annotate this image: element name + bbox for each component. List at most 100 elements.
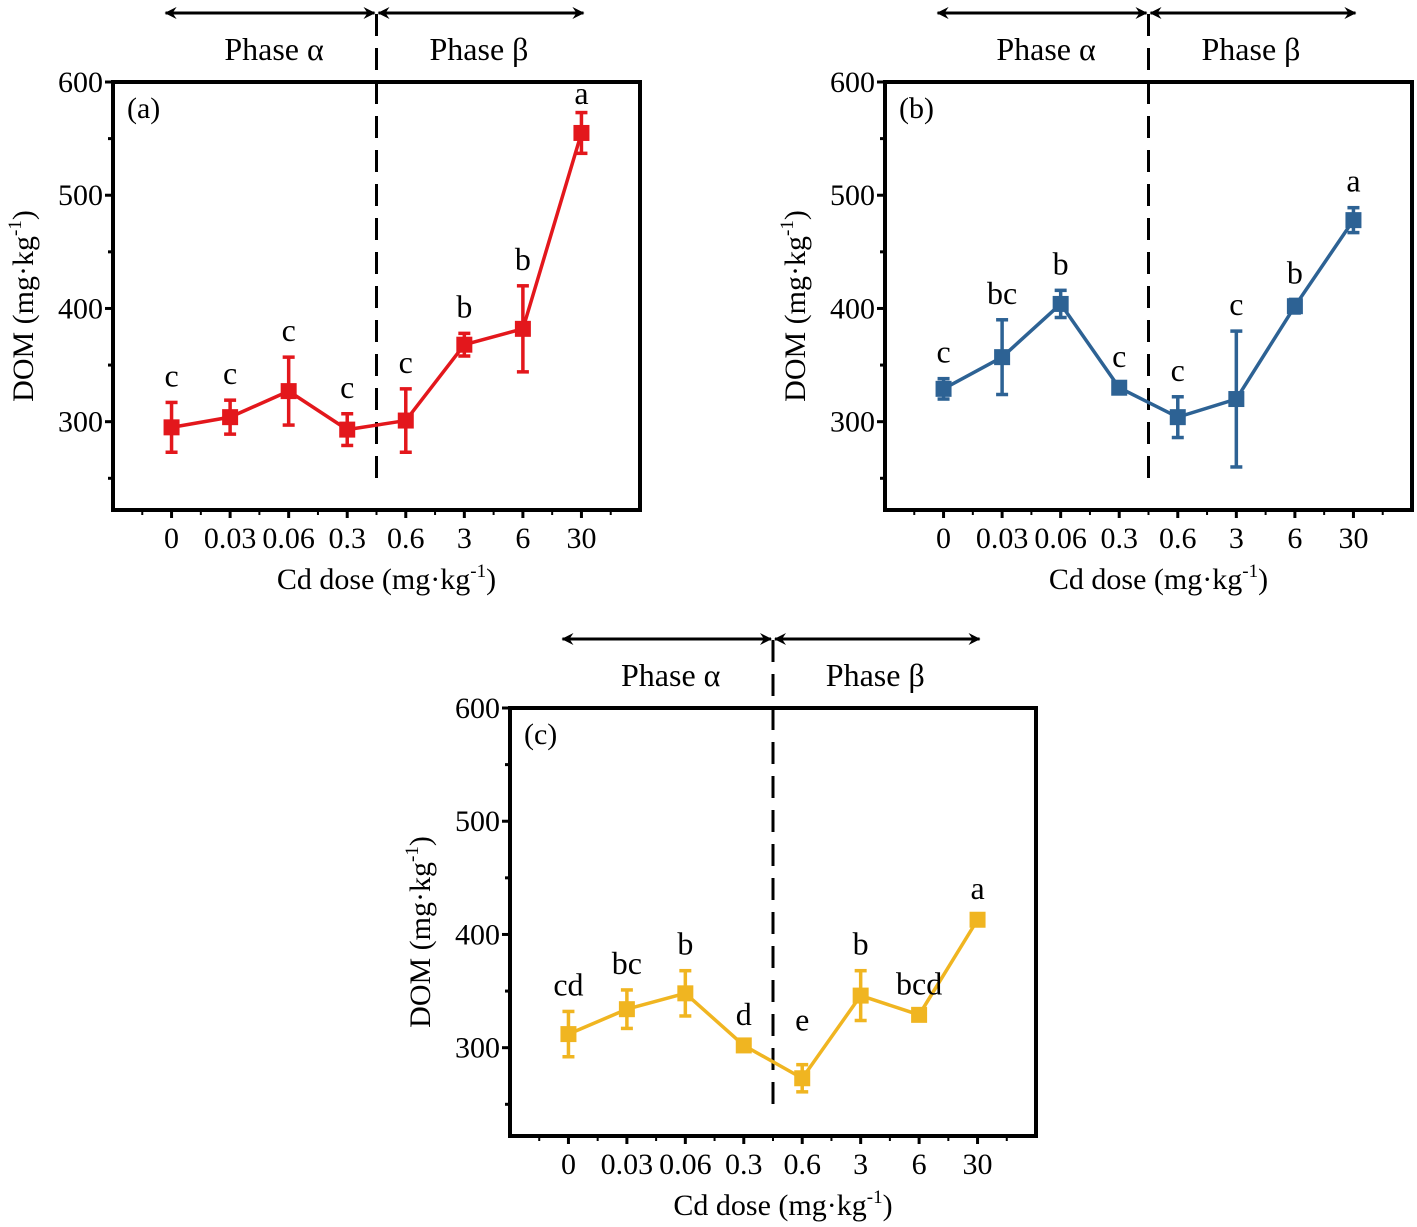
y-axis-label-end: ) — [7, 210, 40, 220]
data-point — [1286, 298, 1303, 315]
x-tick-label: 30 — [566, 522, 596, 555]
data-point — [735, 1037, 752, 1054]
panel-label: (c) — [524, 718, 557, 751]
y-tick-label: 500 — [455, 805, 500, 838]
y-tick-label: 400 — [455, 918, 500, 951]
data-point — [794, 1070, 811, 1087]
phase-beta-label: Phase β — [826, 657, 925, 693]
x-tick-label: 0.06 — [1034, 522, 1087, 555]
x-tick-label: 0.06 — [659, 1148, 712, 1181]
y-axis-label-end: ) — [404, 836, 437, 846]
y-axis-label-text: DOM (mg·kg — [404, 862, 437, 1028]
significance-letter: cd — [553, 966, 583, 1002]
series-line — [567, 918, 980, 1081]
data-point — [618, 1001, 635, 1018]
panel-b: 300 400 500 600 0 0.03 0.06 0.3 0.6 3 6 30 Cd dose (… — [777, 7, 1414, 596]
data-point — [969, 911, 986, 928]
data-point — [222, 409, 239, 426]
x-axis-label-end: ) — [883, 1189, 893, 1222]
significance-letter: c — [399, 344, 413, 380]
x-axis-label: Cd dose (mg·kg-1) — [277, 561, 496, 596]
panel-a: 300 400 500 600 0 0.03 0.06 0.3 0.6 3 6 30 Cd dose (… — [5, 7, 642, 596]
x-tick-label: 3 — [853, 1148, 868, 1181]
y-tick-label: 400 — [830, 292, 875, 325]
y-tick-label: 400 — [58, 292, 103, 325]
phase-beta-label: Phase β — [1202, 31, 1301, 67]
x-tick-label: 6 — [515, 522, 530, 555]
significance-letter: c — [282, 312, 296, 348]
y-axis-label-sup: -1 — [5, 220, 26, 236]
x-axis-label: Cd dose (mg·kg-1) — [673, 1187, 892, 1222]
y-axis-label-text: DOM (mg·kg — [7, 236, 40, 402]
data-point — [1052, 295, 1069, 312]
x-tick-label: 0.3 — [328, 522, 366, 555]
data-point — [1228, 391, 1245, 408]
significance-letter: c — [1112, 338, 1126, 374]
data-point — [935, 380, 952, 397]
y-tick-label: 300 — [830, 406, 875, 439]
y-axis-label-sup: -1 — [777, 220, 798, 236]
x-tick-label: 0.6 — [783, 1148, 821, 1181]
data-point — [339, 421, 356, 438]
x-axis-label-text: Cd dose (mg·kg — [1049, 563, 1242, 596]
x-tick-label: 0.6 — [387, 522, 425, 555]
y-tick-label: 300 — [58, 406, 103, 439]
x-tick-label: 0.06 — [262, 522, 315, 555]
significance-letter: e — [795, 1001, 809, 1037]
y-tick-label: 500 — [830, 179, 875, 212]
x-tick-label: 30 — [963, 1148, 993, 1181]
data-point — [994, 349, 1011, 366]
x-tick-label: 0.6 — [1159, 522, 1197, 555]
x-tick-label: 3 — [1229, 522, 1244, 555]
y-axis-label-text: DOM (mg·kg — [779, 236, 812, 402]
data-point — [911, 1006, 928, 1023]
x-tick-label: 0 — [936, 522, 951, 555]
significance-letter: bc — [612, 945, 642, 981]
panel-label: (b) — [899, 92, 934, 125]
x-tick-label: 0.03 — [601, 1148, 654, 1181]
significance-letter: b — [456, 288, 472, 324]
data-point — [573, 124, 590, 141]
data-point — [280, 383, 297, 400]
x-tick-label: 0.03 — [204, 522, 257, 555]
significance-letter: b — [1287, 254, 1303, 290]
significance-letter: d — [736, 996, 752, 1032]
y-axis-label: DOM (mg·kg-1) — [402, 836, 437, 1028]
x-tick-label: 30 — [1338, 522, 1368, 555]
data-point — [514, 320, 531, 337]
significance-letter: b — [677, 926, 693, 962]
data-point — [560, 1026, 577, 1043]
x-axis-label: Cd dose (mg·kg-1) — [1049, 561, 1268, 596]
significance-letter: b — [1053, 245, 1069, 281]
x-axis-label-sup: -1 — [1242, 561, 1258, 582]
y-axis-label: DOM (mg·kg-1) — [777, 210, 812, 402]
x-axis-label-sup: -1 — [470, 561, 486, 582]
significance-letter: c — [164, 357, 178, 393]
significance-letter: c — [223, 355, 237, 391]
x-tick-label: 0 — [164, 522, 179, 555]
significance-letter: c — [1229, 286, 1243, 322]
series-line — [942, 219, 1355, 420]
data-point — [1345, 212, 1362, 229]
phase-alpha-label: Phase α — [996, 31, 1096, 67]
y-axis-label-sup: -1 — [402, 846, 423, 862]
y-axis-label: DOM (mg·kg-1) — [5, 210, 40, 402]
data-point — [456, 336, 473, 353]
x-axis-label-end: ) — [1258, 563, 1268, 596]
x-tick-label: 0.03 — [976, 522, 1029, 555]
significance-letter: bc — [987, 275, 1017, 311]
data-point — [1169, 409, 1186, 426]
x-tick-label: 3 — [457, 522, 472, 555]
data-point — [397, 412, 414, 429]
significance-letter: b — [853, 926, 869, 962]
x-axis-label-text: Cd dose (mg·kg — [277, 563, 470, 596]
x-tick-label: 6 — [912, 1148, 927, 1181]
significance-letter: c — [340, 369, 354, 405]
data-point — [677, 985, 694, 1002]
y-axis-label-end: ) — [779, 210, 812, 220]
y-tick-label: 500 — [58, 179, 103, 212]
phase-alpha-label: Phase α — [621, 657, 721, 693]
significance-letter: a — [574, 75, 588, 111]
significance-letter: a — [970, 870, 984, 906]
